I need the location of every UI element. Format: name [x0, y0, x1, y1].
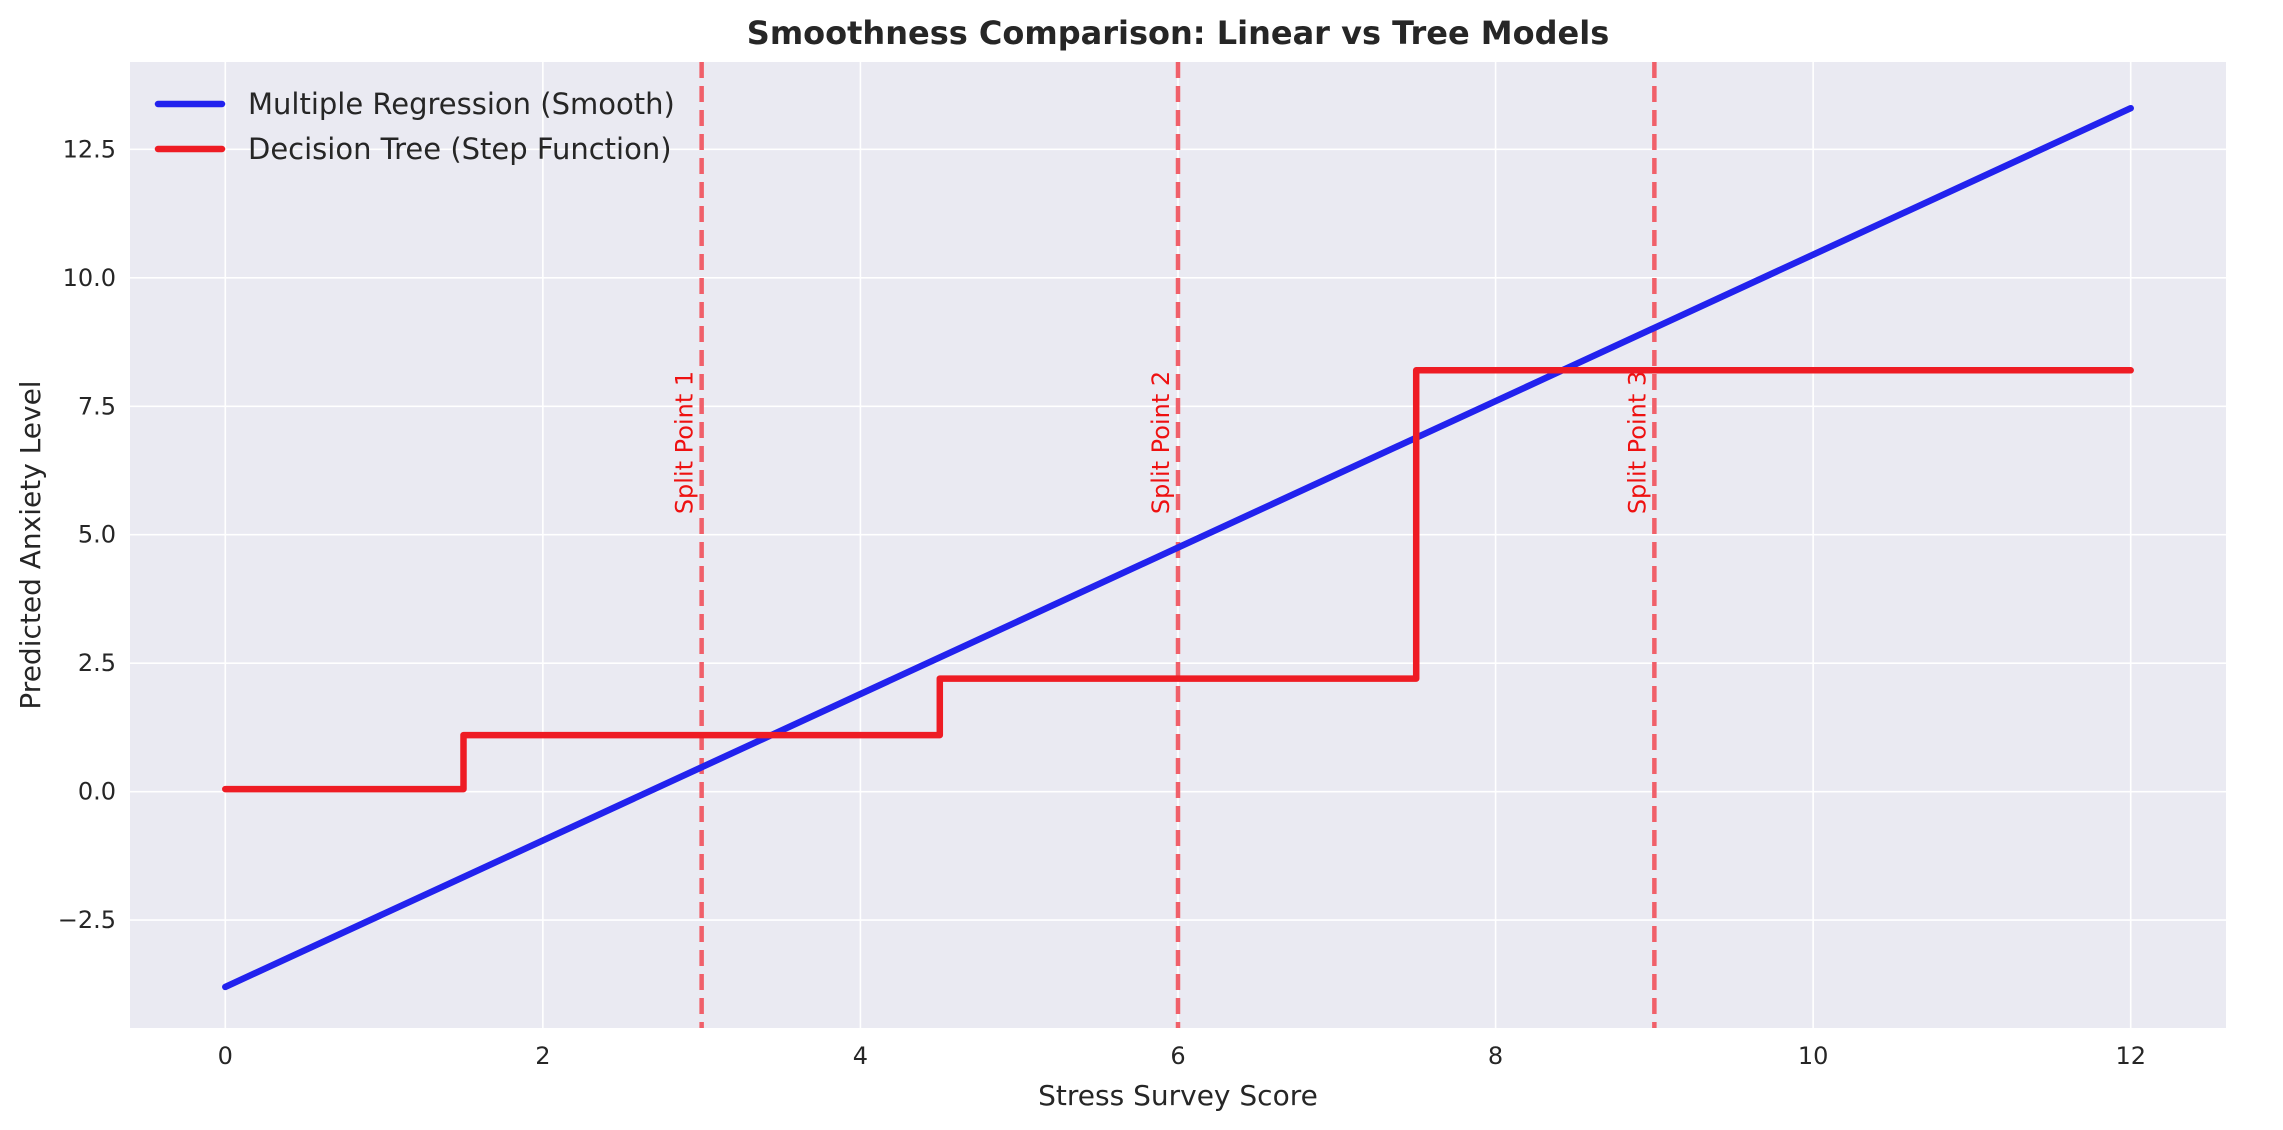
x-tick-label: 0	[218, 1042, 233, 1070]
x-tick-label: 8	[1488, 1042, 1503, 1070]
tick-labels: 0 2 4 6 8 10 12 −2.5 0.0 2.5 5.0 7.5 10.0 12.5	[58, 135, 2146, 1070]
y-tick-label: 2.5	[78, 649, 116, 677]
y-tick-label: 12.5	[63, 135, 116, 163]
series-line-1	[222, 104, 2134, 991]
legend-entry-1: Multiple Regression (Smooth)	[248, 87, 675, 121]
y-tick-label: 5.0	[78, 521, 116, 549]
split-point-label-2: Split Point 2	[1147, 371, 1175, 514]
split-point-markers: Split Point 1 Split Point 2 Split Point 3	[671, 62, 1657, 1028]
split-point-label-3: Split Point 3	[1623, 371, 1651, 514]
legend: Multiple Regression (Smooth) Decision Tre…	[154, 87, 675, 166]
chart-title: Smoothness Comparison: Linear vs Tree Mo…	[747, 14, 1609, 52]
x-tick-label: 10	[1798, 1042, 1829, 1070]
split-point-label-1: Split Point 1	[671, 371, 699, 514]
y-tick-label: 10.0	[63, 264, 116, 292]
x-tick-label: 2	[535, 1042, 550, 1070]
y-tick-label: 0.0	[78, 778, 116, 806]
y-axis-label: Predicted Anxiety Level	[14, 380, 47, 709]
x-tick-label: 12	[2115, 1042, 2146, 1070]
series-line-2	[222, 367, 2134, 793]
x-tick-label: 4	[853, 1042, 868, 1070]
series-lines	[222, 104, 2134, 991]
x-axis-label: Stress Survey Score	[1038, 1079, 1318, 1112]
y-tick-label: 7.5	[78, 392, 116, 420]
y-tick-label: −2.5	[58, 906, 116, 934]
x-tick-label: 6	[1170, 1042, 1185, 1070]
legend-entry-2: Decision Tree (Step Function)	[248, 132, 672, 166]
